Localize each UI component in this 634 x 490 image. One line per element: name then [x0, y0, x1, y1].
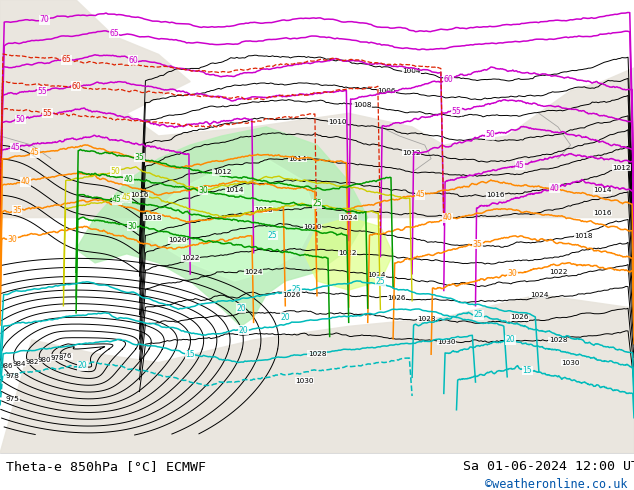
Text: 70: 70: [39, 15, 49, 24]
Text: 1006: 1006: [377, 88, 396, 94]
Text: 20: 20: [505, 335, 515, 344]
Text: 65: 65: [109, 29, 119, 38]
Text: 1016: 1016: [486, 193, 505, 198]
Text: 1028: 1028: [417, 316, 436, 321]
Text: 35: 35: [12, 206, 22, 215]
Text: 1030: 1030: [295, 378, 314, 384]
Text: 1028: 1028: [548, 337, 567, 343]
Text: 1026: 1026: [387, 295, 406, 301]
Text: Theta-e 850hPa [°C] ECMWF: Theta-e 850hPa [°C] ECMWF: [6, 460, 206, 473]
Text: 45: 45: [415, 191, 425, 199]
Text: 986: 986: [0, 363, 13, 369]
Text: 1022: 1022: [338, 250, 356, 256]
Text: 20: 20: [236, 304, 246, 313]
Text: 60: 60: [128, 56, 138, 65]
Text: 25: 25: [474, 310, 484, 319]
Text: 25: 25: [292, 285, 301, 294]
Text: 35: 35: [472, 240, 482, 248]
Text: 50: 50: [485, 130, 495, 139]
Polygon shape: [304, 218, 393, 290]
Text: 55: 55: [37, 87, 47, 96]
Text: 45: 45: [122, 193, 132, 202]
Polygon shape: [0, 294, 634, 453]
Text: 1014: 1014: [593, 187, 612, 194]
Text: 975: 975: [6, 396, 20, 402]
Text: 35: 35: [134, 153, 145, 162]
Polygon shape: [76, 127, 368, 326]
Text: 976: 976: [59, 353, 72, 359]
Text: 20: 20: [280, 313, 290, 322]
Text: 55: 55: [451, 106, 462, 116]
Text: 15: 15: [522, 366, 533, 375]
Text: 40: 40: [443, 214, 453, 222]
Text: 30: 30: [507, 269, 517, 278]
Text: ©weatheronline.co.uk: ©weatheronline.co.uk: [485, 478, 628, 490]
Text: 1022: 1022: [181, 255, 200, 261]
Text: 45: 45: [30, 148, 40, 157]
Text: 30: 30: [8, 235, 18, 244]
Text: 60: 60: [444, 74, 453, 83]
Text: 60: 60: [71, 82, 81, 91]
Text: 50: 50: [15, 115, 25, 124]
Text: 45: 45: [10, 143, 20, 152]
Text: 982: 982: [25, 359, 39, 365]
Text: 25: 25: [268, 231, 278, 240]
Text: 25: 25: [375, 276, 385, 286]
Text: 1016: 1016: [593, 210, 612, 216]
Text: 1024: 1024: [339, 215, 358, 220]
Text: 15: 15: [185, 350, 195, 359]
Text: 40: 40: [20, 177, 30, 186]
Polygon shape: [139, 159, 317, 281]
Text: 55: 55: [42, 109, 53, 118]
Text: 50: 50: [111, 167, 120, 175]
Text: 1012: 1012: [402, 149, 421, 156]
Text: 1020: 1020: [303, 224, 322, 230]
Text: 1022: 1022: [548, 269, 567, 275]
Text: 978: 978: [50, 355, 64, 361]
Text: 40: 40: [550, 184, 560, 193]
Text: 1010: 1010: [328, 119, 347, 125]
Text: 980: 980: [37, 357, 51, 363]
Text: 1030: 1030: [561, 360, 580, 366]
Text: 984: 984: [13, 361, 26, 367]
Text: 1012: 1012: [612, 165, 631, 171]
Text: 1018: 1018: [143, 215, 162, 220]
Text: 1014: 1014: [288, 156, 307, 162]
Text: 20: 20: [77, 361, 87, 370]
Text: 1020: 1020: [168, 237, 187, 243]
Text: 1004: 1004: [402, 69, 421, 74]
Text: 45: 45: [112, 195, 122, 204]
Text: 65: 65: [61, 55, 72, 64]
Text: 1024: 1024: [244, 269, 263, 275]
Text: Sa 01-06-2024 12:00 UTC (12+72): Sa 01-06-2024 12:00 UTC (12+72): [463, 460, 634, 473]
Text: 1026: 1026: [510, 314, 529, 320]
Polygon shape: [0, 0, 634, 218]
Text: 40: 40: [124, 175, 133, 184]
Text: 1018: 1018: [574, 233, 593, 239]
Text: 25: 25: [312, 199, 322, 208]
Text: 30: 30: [127, 221, 137, 231]
Text: 30: 30: [198, 186, 208, 195]
Text: 1030: 1030: [437, 339, 455, 344]
Text: 1024: 1024: [368, 272, 386, 278]
Text: 1008: 1008: [353, 102, 372, 108]
Text: 1014: 1014: [225, 187, 244, 194]
Text: 1018: 1018: [254, 207, 273, 213]
Text: 20: 20: [238, 326, 249, 335]
Text: 978: 978: [6, 373, 20, 379]
Text: 1016: 1016: [130, 192, 149, 198]
Text: 1028: 1028: [307, 350, 327, 357]
Text: 45: 45: [515, 161, 525, 170]
Text: 1012: 1012: [212, 169, 231, 175]
Text: 1026: 1026: [282, 292, 301, 297]
Text: 1024: 1024: [529, 292, 548, 297]
